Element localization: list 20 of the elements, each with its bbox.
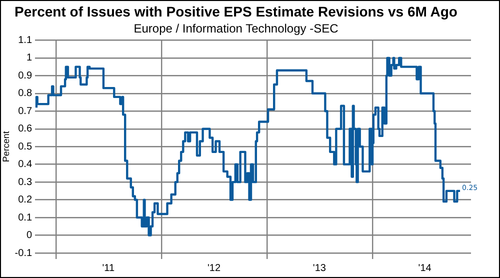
chart-subtitle: Europe / Information Technology -SEC (134, 21, 339, 36)
y-tick-label: 1.1 (18, 34, 32, 46)
y-axis-title: Percent (0, 130, 11, 162)
y-tick-label: 0.2 (18, 194, 32, 206)
y-tick-label: 0.4 (18, 159, 32, 170)
chart-title: Percent of Issues with Positive EPS Estimate Revisions vs 6M Ago (14, 3, 458, 20)
x-tick-label: '12 (208, 262, 221, 274)
x-tick-label: '14 (418, 262, 432, 274)
x-tick-label: '11 (102, 262, 115, 274)
x-tick-label: '13 (312, 262, 326, 274)
y-tick-label: 0.7 (18, 106, 32, 117)
y-tick-label: -0.1 (14, 248, 32, 259)
y-tick-label: 1 (26, 52, 32, 64)
y-tick-label: 0.1 (18, 212, 32, 224)
y-tick-label: 0.8 (18, 88, 32, 100)
y-tick-label: 0.3 (18, 176, 32, 188)
y-tick-label: 0.9 (18, 70, 32, 82)
y-tick-label: 0.6 (18, 124, 32, 135)
y-tick-label: 0 (26, 230, 32, 242)
y-tick-label: 0.5 (18, 141, 32, 152)
